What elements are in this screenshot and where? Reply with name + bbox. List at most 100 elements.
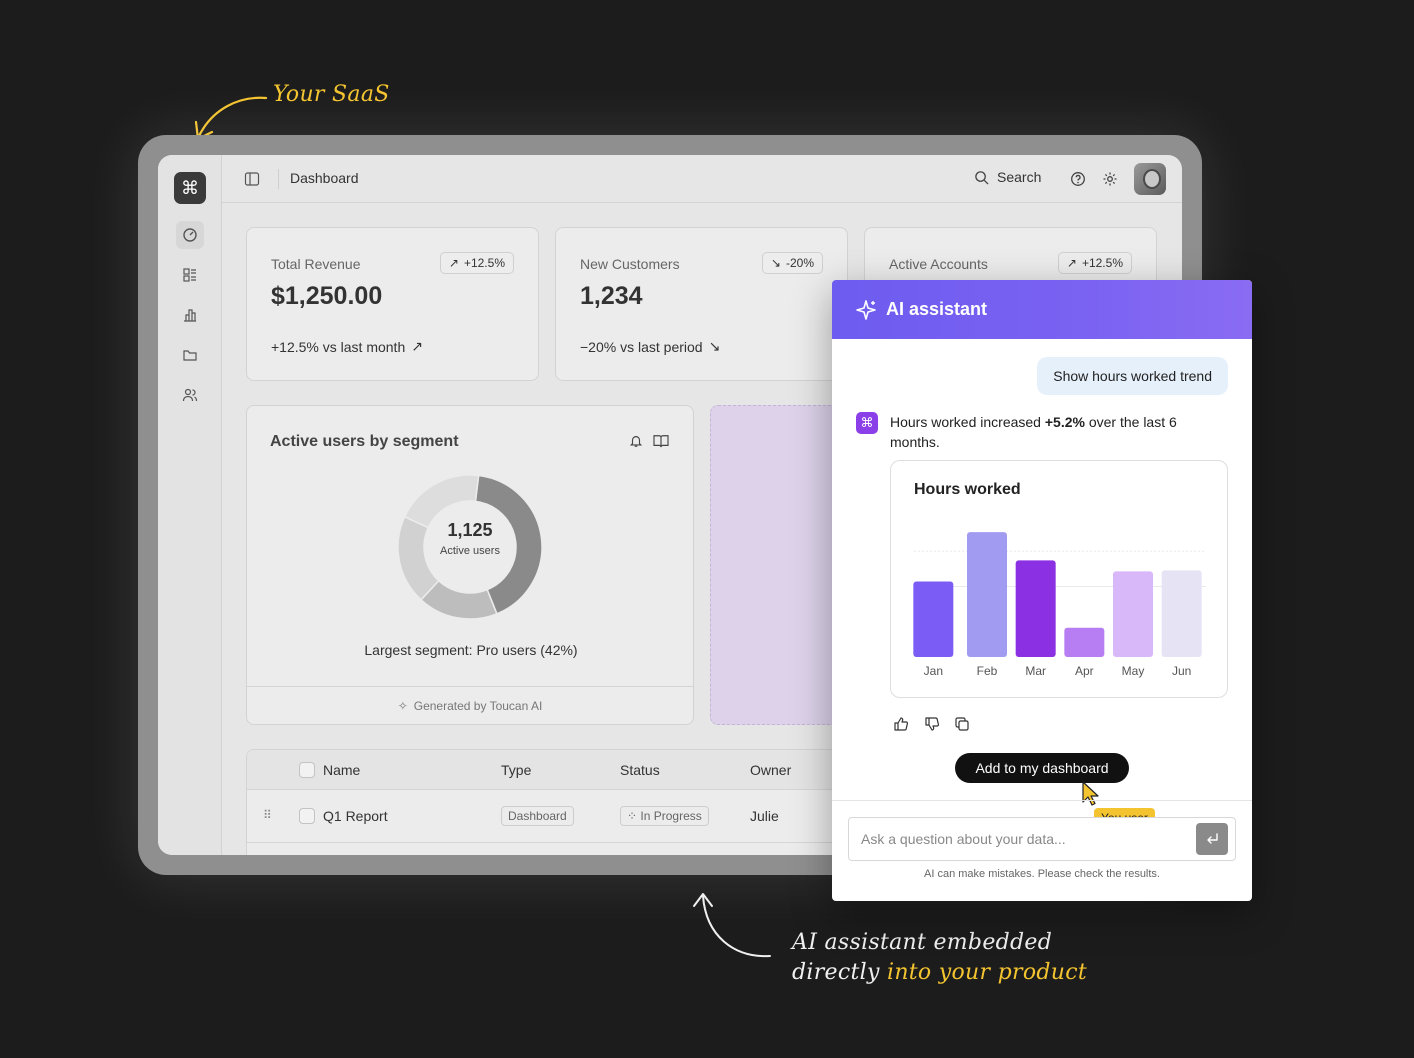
sidebar-item-folder-icon[interactable] bbox=[176, 341, 204, 369]
donut-chart: 1,125 Active users bbox=[397, 474, 543, 620]
kpi-badge-value: +12.5% bbox=[1081, 256, 1123, 270]
kpi-value: $1,250.00 bbox=[271, 282, 383, 310]
x-tick-label: Jun bbox=[1172, 664, 1191, 678]
trend-up-icon: ↗ bbox=[1066, 256, 1077, 270]
thumbs-up-icon[interactable] bbox=[893, 716, 909, 732]
assistant-message: Hours worked increased +5.2% over the la… bbox=[890, 412, 1220, 452]
bar-jan[interactable] bbox=[913, 581, 954, 657]
search-icon bbox=[975, 170, 989, 185]
reports-table: Name Type Status Owner ⠿ Q1 Report Dashb… bbox=[246, 749, 946, 855]
sparkle-icon bbox=[856, 300, 876, 320]
add-to-dashboard-button[interactable]: Add to my dashboard bbox=[955, 753, 1129, 783]
page-title: Dashboard bbox=[290, 170, 359, 186]
your-saas-annotation: Your SaaS bbox=[273, 82, 390, 107]
search-label: Search bbox=[997, 169, 1042, 185]
col-owner[interactable]: Owner bbox=[750, 762, 792, 778]
row-divider bbox=[247, 842, 945, 843]
ai-arrow-icon bbox=[693, 893, 771, 958]
drag-handle-icon[interactable]: ⠿ bbox=[263, 808, 272, 822]
col-type[interactable]: Type bbox=[501, 762, 532, 778]
bell-icon[interactable] bbox=[629, 434, 643, 448]
donut-segment-1[interactable] bbox=[474, 474, 543, 615]
input-divider bbox=[832, 800, 1252, 801]
generated-footer: ✧ Generated by Toucan AI bbox=[247, 686, 693, 724]
kpi-label: Active Accounts bbox=[889, 256, 988, 272]
x-tick-label: Jan bbox=[924, 664, 943, 678]
kpi-footer-text: +12.5% vs last month bbox=[271, 338, 406, 355]
kpi-badge: ↗ +12.5% bbox=[1057, 252, 1132, 274]
trend-down-icon: ↘ bbox=[770, 256, 781, 270]
ask-input[interactable] bbox=[848, 817, 1236, 861]
enter-icon bbox=[1207, 833, 1218, 844]
kpi-card-new-customers: New Customers ↘ -20% 1,234 −20% vs last p… bbox=[555, 227, 848, 381]
ai-note-line2: directly into your product bbox=[792, 958, 1087, 988]
kpi-footer: −20% vs last period ↘ bbox=[580, 338, 720, 355]
card-title: Active users by segment bbox=[270, 433, 459, 450]
ai-assistant-panel: AI assistant Show hours worked trend ⌘ H… bbox=[832, 280, 1252, 901]
assistant-message-prefix: Hours worked increased bbox=[890, 414, 1045, 430]
table-header: Name Type Status Owner bbox=[247, 750, 945, 790]
sparkle-icon: ✧ bbox=[397, 698, 408, 713]
row-checkbox[interactable] bbox=[299, 808, 315, 824]
kpi-footer: +12.5% vs last month ↗ bbox=[271, 338, 423, 355]
book-icon[interactable] bbox=[653, 434, 669, 448]
kpi-badge: ↗ +12.5% bbox=[439, 252, 514, 274]
avatar[interactable] bbox=[1134, 163, 1166, 195]
bar-feb[interactable] bbox=[967, 532, 1007, 657]
kpi-badge-value: -20% bbox=[785, 256, 814, 270]
kpi-badge-value: +12.5% bbox=[463, 256, 505, 270]
segment-note: Largest segment: Pro users (42%) bbox=[364, 642, 578, 658]
sidebar-item-charts-icon[interactable] bbox=[176, 301, 204, 329]
cursor-icon bbox=[1082, 781, 1099, 806]
gear-icon[interactable] bbox=[1102, 171, 1118, 187]
user-message: Show hours worked trend bbox=[1037, 357, 1228, 395]
bar-apr[interactable] bbox=[1064, 627, 1105, 657]
thumbs-down-icon[interactable] bbox=[924, 716, 940, 732]
ai-note-prefix: directly bbox=[792, 960, 887, 985]
help-icon[interactable] bbox=[1070, 171, 1086, 187]
x-tick-label: Feb bbox=[977, 664, 998, 678]
copy-icon[interactable] bbox=[954, 716, 970, 732]
search-button[interactable]: Search bbox=[974, 169, 1041, 185]
row-status: ⁘ In Progress bbox=[620, 806, 709, 826]
bar-mar[interactable] bbox=[1015, 560, 1056, 657]
trend-down-icon: ↘ bbox=[708, 338, 721, 354]
sidebar-item-list-icon[interactable] bbox=[176, 261, 204, 289]
trend-up-icon: ↗ bbox=[448, 256, 459, 270]
assistant-avatar-icon: ⌘ bbox=[856, 412, 878, 434]
send-button[interactable] bbox=[1196, 823, 1228, 855]
ai-header: AI assistant bbox=[832, 280, 1252, 339]
row-name[interactable]: Q1 Report bbox=[323, 808, 388, 824]
sidebar-item-dashboard-icon[interactable] bbox=[176, 221, 204, 249]
active-users-card: Active users by segment 1,125 Active use… bbox=[246, 405, 694, 725]
ai-note-line1: AI assistant embedded bbox=[792, 930, 1053, 955]
sidebar-item-users-icon[interactable] bbox=[176, 381, 204, 409]
sidebar: ⌘ bbox=[158, 155, 222, 855]
col-status[interactable]: Status bbox=[620, 762, 660, 778]
col-name[interactable]: Name bbox=[323, 762, 361, 778]
row-type: Dashboard bbox=[501, 806, 574, 826]
assistant-message-suffix: over the last 6 months. bbox=[890, 414, 1177, 450]
hours-bar-chart: Jan Feb Mar Apr May Jun bbox=[913, 532, 1206, 678]
chart-title: Hours worked bbox=[914, 481, 1021, 498]
donut-segment-4[interactable] bbox=[403, 474, 480, 529]
hours-chart-card: Hours worked Jan Feb Mar Apr May Jun bbox=[890, 460, 1228, 698]
kpi-label: New Customers bbox=[580, 256, 680, 272]
generated-label: Generated by Toucan AI bbox=[413, 698, 543, 713]
bar-may[interactable] bbox=[1113, 571, 1153, 657]
bar-jun[interactable] bbox=[1161, 570, 1202, 657]
x-tick-label: Apr bbox=[1075, 664, 1094, 678]
assistant-message-highlight: +5.2% bbox=[1044, 414, 1085, 430]
sidebar-toggle-icon[interactable] bbox=[244, 171, 260, 187]
kpi-label: Total Revenue bbox=[271, 256, 361, 272]
trend-up-icon: ↗ bbox=[411, 338, 423, 354]
x-tick-label: Mar bbox=[1025, 664, 1046, 678]
app-logo-icon[interactable]: ⌘ bbox=[174, 172, 206, 204]
ai-note-highlight: into your product bbox=[886, 960, 1087, 985]
select-all-checkbox[interactable] bbox=[299, 762, 315, 778]
kpi-footer-text: −20% vs last period bbox=[580, 338, 703, 355]
progress-icon: ⁘ bbox=[627, 809, 641, 823]
disclaimer: AI can make mistakes. Please check the r… bbox=[924, 868, 1160, 880]
row-status-label: In Progress bbox=[640, 809, 702, 823]
top-bar: Dashboard Search bbox=[222, 155, 1182, 203]
